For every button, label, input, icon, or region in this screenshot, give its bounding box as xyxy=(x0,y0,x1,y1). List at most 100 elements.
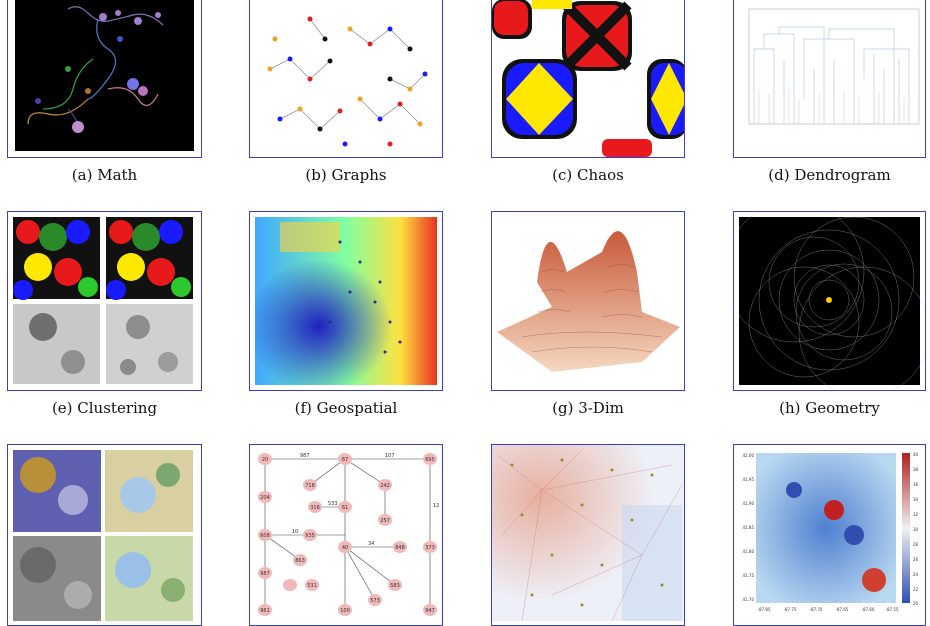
caption-math: (a) Math xyxy=(71,166,138,184)
node-label: 718 xyxy=(305,483,315,489)
node-label: 100 xyxy=(340,608,350,614)
colorbar-tick: 38 xyxy=(913,467,919,472)
panel-network: 987 107 533 10 34 12 20 67 695 xyxy=(249,444,443,626)
colorbar-tick: 20 xyxy=(913,601,919,606)
edge-label: 12 xyxy=(433,503,439,509)
random-graph-graphic xyxy=(267,16,428,147)
colorbar-tick: 30 xyxy=(913,527,919,532)
network-graphic: 987 107 533 10 34 12 20 67 695 xyxy=(258,453,439,616)
math-fractal-graphic xyxy=(15,0,194,151)
node-label: 373 xyxy=(425,545,435,551)
heatmap-colorbar-labels: 40 38 36 34 32 30 28 26 24 22 20 xyxy=(913,452,919,606)
colorbar-tick: 36 xyxy=(913,482,919,487)
geometry-image xyxy=(733,211,926,391)
dendrogram-image xyxy=(733,0,926,158)
edge-label: 533 xyxy=(328,501,338,507)
fieldlines-image xyxy=(491,444,685,626)
x-tick: -87.85 xyxy=(758,607,771,612)
panel-math: (a) Math xyxy=(7,0,202,190)
edge-label: 107 xyxy=(385,453,395,459)
clustering-graphic xyxy=(13,217,193,384)
edge-label: 10 xyxy=(292,529,298,535)
node-label: 204 xyxy=(260,495,270,501)
node-label: 961 xyxy=(260,608,270,614)
caption-geometry: (h) Geometry xyxy=(779,399,880,417)
y-tick: 41.90 xyxy=(743,501,755,506)
colorbar-tick: 40 xyxy=(913,452,919,457)
heatmap-yticks: 42.00 41.95 41.90 41.85 41.80 41.75 41.7… xyxy=(743,453,755,602)
colorbar-tick: 34 xyxy=(913,497,919,502)
panel-geospatial: (f) Geospatial xyxy=(249,211,443,421)
heatmap-graphic: 42.00 41.95 41.90 41.85 41.80 41.75 41.7… xyxy=(743,452,919,612)
node-label: 583 xyxy=(390,583,400,589)
node-label: 608 xyxy=(260,533,270,539)
heatmap-image: 42.00 41.95 41.90 41.85 41.80 41.75 41.7… xyxy=(733,444,926,626)
y-tick: 41.95 xyxy=(743,477,755,482)
x-tick: -87.70 xyxy=(810,607,823,612)
panel-geometry: (h) Geometry xyxy=(733,211,926,421)
network-node-labels: 20 67 695 718 242 204 316 61 257 608 935… xyxy=(260,457,435,614)
terrain-image xyxy=(7,444,202,626)
caption-chaos: (c) Chaos xyxy=(552,166,624,184)
node-label: 40 xyxy=(342,545,348,551)
y-tick: 41.70 xyxy=(743,597,755,602)
threedim-image xyxy=(491,211,685,391)
y-tick: 41.75 xyxy=(743,573,755,578)
node-label: 242 xyxy=(380,483,390,489)
colorbar-tick: 24 xyxy=(913,572,919,577)
caption-threedim: (g) 3-Dim xyxy=(552,399,624,417)
x-tick: -87.60 xyxy=(862,607,875,612)
caption-geospatial: (f) Geospatial xyxy=(294,399,398,417)
chaos-image xyxy=(491,0,685,158)
node-label: 695 xyxy=(425,457,435,463)
fieldlines-graphic xyxy=(492,445,684,621)
y-tick: 41.80 xyxy=(743,549,755,554)
chaos-pattern-graphic xyxy=(492,0,684,157)
edge-label: 34 xyxy=(368,541,374,547)
node-label: 67 xyxy=(342,457,348,463)
y-tick: 42.00 xyxy=(743,453,755,458)
geometry-graphic xyxy=(734,212,925,390)
x-tick: -87.75 xyxy=(784,607,797,612)
panel-clustering: (e) Clustering xyxy=(7,211,202,421)
colorbar-tick: 28 xyxy=(913,542,919,547)
caption-dendrogram: (d) Dendrogram xyxy=(768,166,891,184)
dendrogram-graphic xyxy=(748,8,920,125)
panel-heatmap: 42.00 41.95 41.90 41.85 41.80 41.75 41.7… xyxy=(733,444,926,626)
colorbar-tick: 26 xyxy=(913,557,919,562)
panel-fieldlines xyxy=(491,444,685,626)
heatmap-xticks: -87.85 -87.75 -87.70 -87.65 -87.60 -87.5… xyxy=(758,607,899,612)
terrain-graphic xyxy=(13,450,193,621)
math-image xyxy=(7,0,202,158)
surface-3d-graphic xyxy=(492,212,684,390)
panel-chaos: (c) Chaos xyxy=(491,0,685,190)
caption-graphs: (b) Graphs xyxy=(305,166,387,184)
colorbar-tick: 32 xyxy=(913,512,919,517)
graphs-image xyxy=(249,0,443,158)
colorbar-tick: 22 xyxy=(913,587,919,592)
x-tick: -87.55 xyxy=(886,607,899,612)
node-label: 863 xyxy=(295,558,305,564)
node-label: 257 xyxy=(380,518,390,524)
edge-label: 987 xyxy=(300,453,310,459)
node-label: 947 xyxy=(425,608,435,614)
node-label: 316 xyxy=(310,505,320,511)
node-label: 61 xyxy=(342,505,348,511)
panel-threedim: (g) 3-Dim xyxy=(491,211,685,421)
panel-terrain xyxy=(7,444,202,626)
node-label: 573 xyxy=(370,598,380,604)
node-label: 987 xyxy=(260,571,270,577)
x-tick: -87.65 xyxy=(836,607,849,612)
network-edge-labels: 987 107 533 10 34 12 xyxy=(292,453,439,547)
node-label: 848 xyxy=(395,545,405,551)
geospatial-image xyxy=(249,211,443,391)
y-tick: 41.85 xyxy=(743,525,755,530)
node-label: 935 xyxy=(305,533,315,539)
node-label: 531 xyxy=(307,583,317,589)
panel-dendrogram: (d) Dendrogram xyxy=(733,0,926,190)
node-label: 20 xyxy=(262,457,268,463)
network-image: 987 107 533 10 34 12 20 67 695 xyxy=(249,444,443,626)
panel-graphs: (b) Graphs xyxy=(249,0,443,190)
clustering-image xyxy=(7,211,202,391)
caption-clustering: (e) Clustering xyxy=(51,399,158,417)
